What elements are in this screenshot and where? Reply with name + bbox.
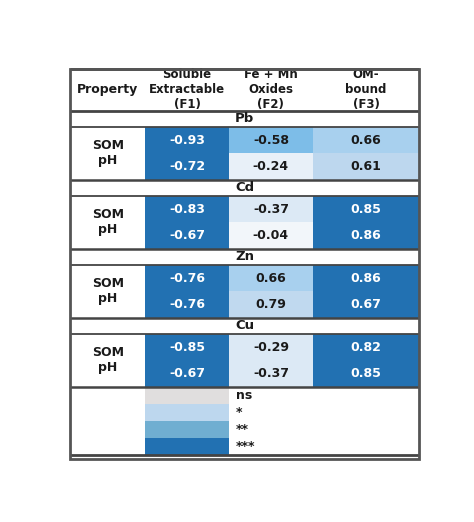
Bar [229, 334, 313, 360]
Text: SOM
pH: SOM pH [92, 277, 124, 305]
Text: ns: ns [236, 389, 252, 402]
Bar [146, 437, 229, 455]
Text: 0.67: 0.67 [351, 298, 382, 311]
Text: Pb: Pb [235, 112, 255, 125]
Bar [313, 153, 419, 180]
Text: -0.29: -0.29 [253, 340, 289, 353]
Text: ***: *** [236, 440, 255, 453]
Bar [313, 222, 419, 249]
Text: Fe + Mn
Oxides
(F2): Fe + Mn Oxides (F2) [244, 68, 298, 111]
Text: OM-
bound
(F3): OM- bound (F3) [346, 68, 387, 111]
Bar [146, 387, 229, 404]
Text: SOM
pH: SOM pH [92, 208, 124, 236]
Text: SOM
pH: SOM pH [92, 347, 124, 374]
Text: *: * [236, 406, 242, 419]
Bar [313, 291, 419, 318]
Text: 0.85: 0.85 [351, 203, 382, 216]
Bar [146, 153, 229, 180]
Bar [146, 421, 229, 437]
Bar [146, 265, 229, 291]
Bar [229, 196, 313, 222]
Text: -0.85: -0.85 [169, 340, 205, 353]
Text: 0.86: 0.86 [351, 271, 382, 284]
Text: -0.72: -0.72 [169, 160, 205, 173]
Bar [229, 222, 313, 249]
Text: 0.86: 0.86 [351, 229, 382, 242]
Text: 0.79: 0.79 [255, 298, 286, 311]
Text: 0.66: 0.66 [351, 134, 382, 147]
Text: -0.37: -0.37 [253, 203, 289, 216]
Bar [313, 127, 419, 153]
Text: Zn: Zn [235, 251, 254, 264]
Text: 0.66: 0.66 [255, 271, 286, 284]
Text: 0.61: 0.61 [351, 160, 382, 173]
Bar [146, 334, 229, 360]
Text: -0.04: -0.04 [253, 229, 289, 242]
Text: 0.82: 0.82 [351, 340, 382, 353]
Text: -0.93: -0.93 [169, 134, 205, 147]
Bar [313, 265, 419, 291]
Text: -0.67: -0.67 [169, 229, 205, 242]
Bar [229, 360, 313, 387]
Text: Cu: Cu [235, 319, 255, 333]
Bar [146, 291, 229, 318]
Text: **: ** [236, 423, 249, 436]
Bar [146, 127, 229, 153]
Text: -0.76: -0.76 [169, 271, 205, 284]
Bar [313, 334, 419, 360]
Bar [146, 404, 229, 421]
Bar [146, 222, 229, 249]
Text: -0.24: -0.24 [253, 160, 289, 173]
Text: Soluble
Extractable
(F1): Soluble Extractable (F1) [149, 68, 225, 111]
Text: -0.37: -0.37 [253, 367, 289, 380]
Bar [229, 153, 313, 180]
Text: -0.67: -0.67 [169, 367, 205, 380]
Bar [229, 265, 313, 291]
Text: SOM
pH: SOM pH [92, 139, 124, 168]
Text: -0.83: -0.83 [169, 203, 205, 216]
Text: Property: Property [77, 84, 138, 97]
Bar [146, 196, 229, 222]
Bar [229, 127, 313, 153]
Bar [146, 360, 229, 387]
Bar [313, 360, 419, 387]
Text: Cd: Cd [235, 181, 255, 194]
Text: -0.76: -0.76 [169, 298, 205, 311]
Text: 0.85: 0.85 [351, 367, 382, 380]
Bar [229, 291, 313, 318]
Text: -0.58: -0.58 [253, 134, 289, 147]
Bar [313, 196, 419, 222]
